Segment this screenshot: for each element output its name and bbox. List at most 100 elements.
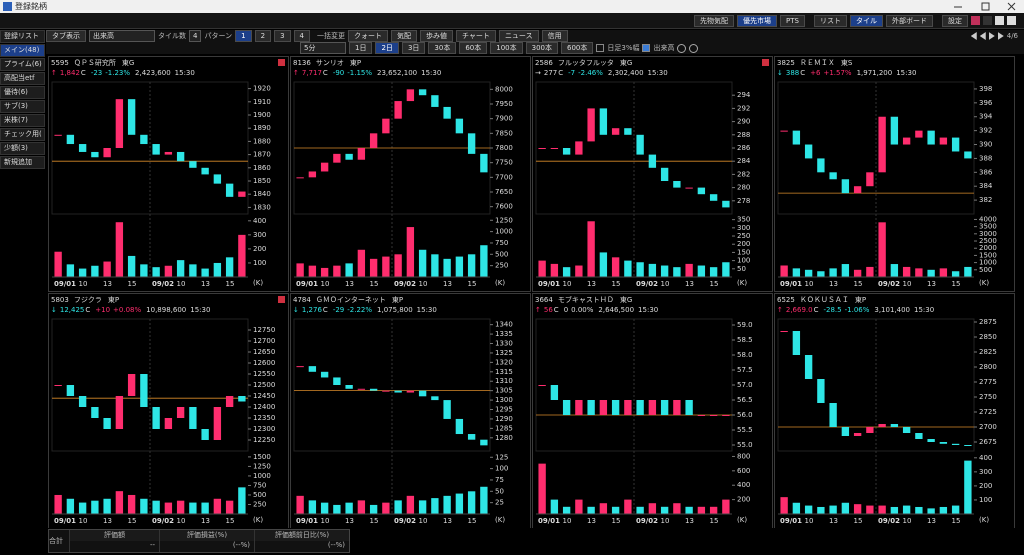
bulk-button[interactable]: クォート bbox=[348, 30, 388, 42]
bulk-button[interactable]: 歩み値 bbox=[420, 30, 453, 42]
x-tick-label: 09/02 bbox=[636, 517, 658, 525]
tile-quote: ↓ 12,425C +10 +0.08% 10,898,600 15:30 bbox=[51, 306, 210, 314]
time: 15:30 bbox=[190, 306, 210, 314]
volume-bar bbox=[176, 260, 185, 277]
period-button[interactable]: 1日 bbox=[349, 42, 373, 54]
volume-bar bbox=[562, 506, 571, 514]
period-button[interactable]: 100本 bbox=[490, 42, 523, 54]
time: 15:30 bbox=[648, 69, 668, 77]
zoom-icon[interactable] bbox=[689, 43, 699, 53]
y-tick-label: 398 bbox=[979, 85, 992, 93]
volume-bar bbox=[829, 505, 837, 514]
volume-bar bbox=[709, 267, 718, 277]
sidebar-item[interactable]: 新規追加 bbox=[0, 156, 45, 169]
candle bbox=[103, 418, 111, 429]
sidebar-item[interactable]: チェック用( bbox=[0, 128, 45, 141]
sidebar-item[interactable]: プライム(6) bbox=[0, 58, 45, 71]
x-tick-label: 13 bbox=[443, 517, 452, 525]
volume-bar bbox=[624, 499, 632, 514]
period-button[interactable]: 300本 bbox=[525, 42, 558, 54]
volume-tick-label: 200 bbox=[253, 245, 266, 253]
indicator-select[interactable]: 出来高 bbox=[89, 30, 155, 42]
toolbar-icon[interactable] bbox=[971, 16, 980, 25]
zoom-icon[interactable] bbox=[677, 43, 687, 53]
period-button[interactable]: 600本 bbox=[561, 42, 594, 54]
sidebar-item[interactable]: メイン(48) bbox=[0, 44, 45, 57]
pattern-button[interactable]: 4 bbox=[293, 30, 310, 42]
period-button[interactable]: 2日 bbox=[375, 42, 399, 54]
candle bbox=[418, 390, 427, 397]
volume-bar bbox=[853, 269, 862, 277]
bulk-button[interactable]: 信用 bbox=[541, 30, 568, 42]
volume-bar bbox=[103, 261, 111, 277]
price: 2,669.0 bbox=[786, 306, 813, 314]
tab-view-button[interactable]: タブ表示 bbox=[46, 30, 86, 42]
toolbar-icon[interactable] bbox=[1007, 16, 1016, 25]
toolbar-icon[interactable] bbox=[995, 16, 1004, 25]
sidebar-item[interactable]: サブ(3) bbox=[0, 100, 45, 113]
volume-bar bbox=[804, 505, 813, 514]
y-tick-label: 8000 bbox=[495, 85, 513, 93]
pattern-button[interactable]: 2 bbox=[254, 30, 272, 42]
volume-bar bbox=[890, 264, 899, 277]
tile-header: 5595 ＱＰＳ研究所 東G bbox=[51, 58, 134, 67]
x-tick-label: 10 bbox=[661, 517, 670, 525]
volume-bar bbox=[636, 262, 644, 277]
price: 388 bbox=[786, 69, 799, 77]
volume-bar bbox=[624, 260, 632, 277]
toolbar-icon[interactable] bbox=[983, 16, 992, 25]
candle bbox=[538, 385, 546, 386]
volume: 23,652,100 bbox=[377, 69, 417, 77]
tile-quote: ↓ 1,276C -29 -2.22% 1,075,800 15:30 bbox=[293, 306, 437, 314]
bulk-button[interactable]: ニュース bbox=[498, 30, 539, 42]
bulk-button[interactable]: チャート bbox=[456, 30, 496, 42]
volume-bar bbox=[817, 271, 825, 277]
bulk-button[interactable]: 気配 bbox=[391, 30, 417, 42]
toolbar-button[interactable]: PTS bbox=[780, 14, 805, 27]
candle bbox=[443, 106, 451, 119]
page-nav-button[interactable] bbox=[997, 32, 1004, 40]
checkbox[interactable] bbox=[596, 44, 605, 52]
sidebar-item[interactable]: 高配当etf bbox=[0, 72, 45, 85]
tile-quote: ↑ 2,669.0C -28.5 -1.06% 3,101,400 15:30 bbox=[777, 306, 934, 314]
period-button[interactable]: 60本 bbox=[459, 42, 488, 54]
volume-tick-label: 50 bbox=[495, 487, 504, 495]
page-nav-button[interactable] bbox=[970, 32, 977, 40]
toolbar-button[interactable]: リスト bbox=[814, 14, 847, 27]
page-nav-button[interactable] bbox=[988, 32, 995, 40]
pattern-button[interactable]: 1 bbox=[235, 30, 252, 42]
x-tick-label: 15 bbox=[128, 517, 137, 525]
price: 277 bbox=[544, 69, 557, 77]
volume-tick-label: 750 bbox=[253, 481, 266, 489]
volume-bar bbox=[915, 506, 923, 514]
tile-count-input[interactable]: 4 bbox=[189, 30, 202, 42]
volume-bar bbox=[308, 265, 317, 277]
sidebar-item[interactable]: 少額(3) bbox=[0, 142, 45, 155]
toolbar-button[interactable]: 外部ボード bbox=[886, 14, 933, 27]
toolbar-button[interactable]: 設定 bbox=[942, 14, 968, 27]
candle bbox=[890, 424, 899, 427]
toolbar-button[interactable]: 優先市場 bbox=[737, 14, 778, 27]
checkbox[interactable] bbox=[642, 44, 651, 52]
volume-bar bbox=[722, 262, 730, 277]
period-button[interactable]: 30本 bbox=[428, 42, 457, 54]
volume-bar bbox=[648, 503, 657, 514]
page-nav-button[interactable] bbox=[979, 32, 986, 40]
candle bbox=[78, 396, 87, 407]
y-tick-label: 7850 bbox=[495, 129, 513, 137]
period-button[interactable]: 3日 bbox=[401, 42, 426, 54]
pattern-button[interactable]: 3 bbox=[274, 30, 291, 42]
interval-select[interactable]: 5分 bbox=[300, 42, 346, 54]
volume-bar bbox=[382, 502, 390, 514]
sidebar-item[interactable]: 米株(7) bbox=[0, 114, 45, 127]
time: 15:30 bbox=[421, 69, 441, 77]
sidebar-item[interactable]: 優待(6) bbox=[0, 86, 45, 99]
window-controls[interactable] bbox=[944, 1, 1024, 13]
volume-tick-label: 200 bbox=[737, 496, 750, 504]
toolbar-button[interactable]: タイル bbox=[850, 14, 883, 27]
toolbar-button[interactable]: 先物気配 bbox=[694, 14, 735, 27]
volume-bar bbox=[866, 266, 874, 277]
y-tick-label: 1320 bbox=[495, 358, 513, 366]
volume-bar bbox=[201, 502, 209, 514]
candle bbox=[927, 130, 935, 145]
